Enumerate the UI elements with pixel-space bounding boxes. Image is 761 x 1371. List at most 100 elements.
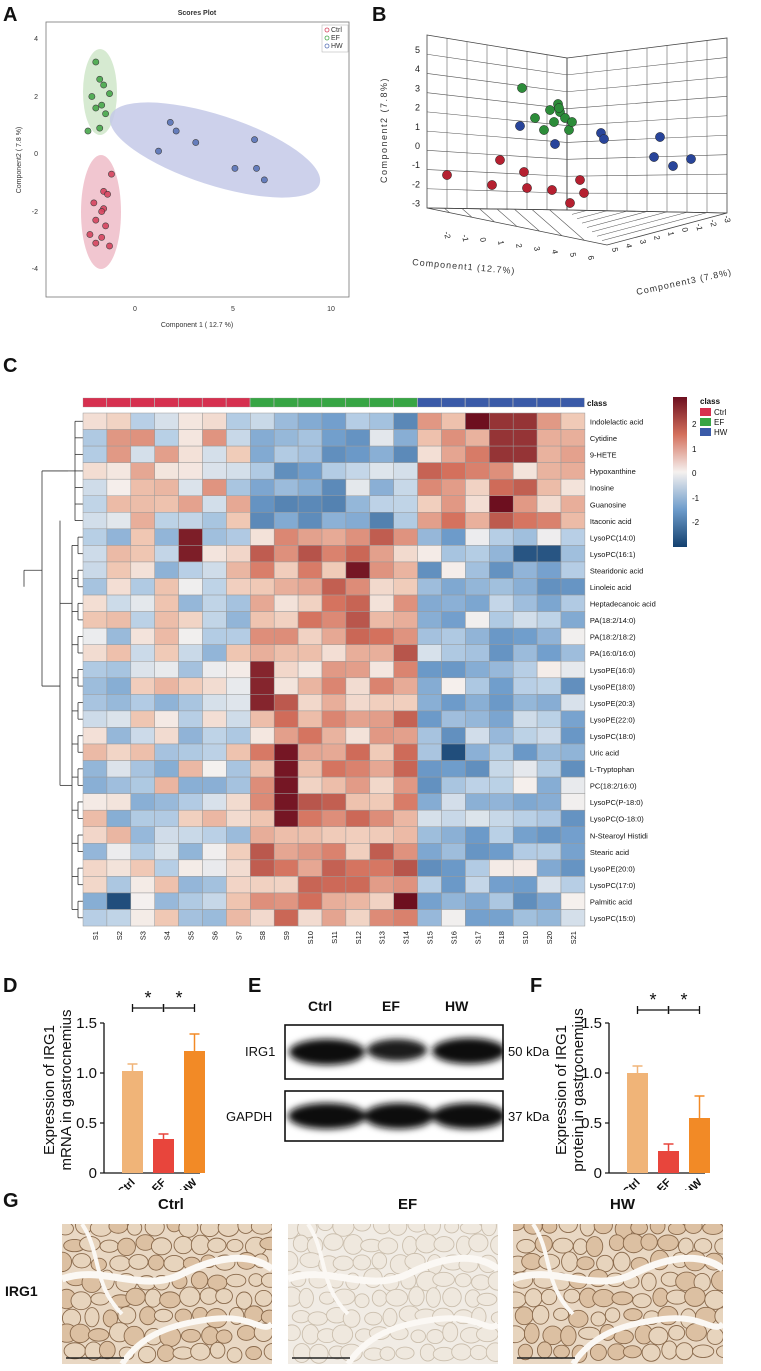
heatmap-cell: [226, 445, 251, 463]
heatmap-cell: [441, 578, 466, 596]
heatmap-cell: [154, 611, 179, 629]
category-label: Ctrl: [621, 1177, 643, 1190]
heatmap-cell: [202, 578, 227, 596]
heatmap-cell: [82, 892, 108, 910]
heatmap-cell: [560, 876, 586, 894]
heatmap-cell: [489, 892, 514, 910]
heatmap-cell: [536, 776, 562, 794]
heatmap-cell: [273, 677, 299, 695]
heatmap-cell: [202, 859, 227, 877]
class-bar-cell: [106, 397, 131, 408]
heatmap-cell: [512, 826, 538, 844]
muscle-fiber: [144, 1288, 162, 1308]
heatmap-cell: [82, 445, 108, 463]
muscle-fiber: [144, 1224, 165, 1237]
muscle-fiber: [109, 1255, 131, 1272]
heatmap-cell: [226, 528, 251, 546]
scores-y-label: Component2 ( 7.8 %): [16, 127, 23, 194]
muscle-fiber: [558, 1224, 578, 1234]
heatmap-cell: [130, 694, 155, 712]
heatmap-cell: [536, 495, 562, 513]
y-tick-label: 0: [594, 1165, 602, 1182]
heatmap-cell: [82, 859, 108, 877]
x-tick-3d: 1: [496, 240, 506, 246]
heatmap-cell: [393, 445, 418, 463]
heatmap-cell: [273, 710, 299, 728]
grid-line: [566, 76, 728, 93]
heatmap-cell: [106, 644, 132, 662]
heatmap-cell: [465, 644, 490, 662]
heatmap-cell: [321, 826, 347, 844]
heatmap-cell: [536, 478, 562, 496]
connective-tissue: [513, 1254, 723, 1285]
heatmap-cell: [154, 495, 179, 513]
bar-ef: [153, 1139, 174, 1173]
score-point-3d: [519, 167, 529, 177]
y-tick-3d: -3: [412, 199, 420, 209]
connective-tissue: [531, 1224, 575, 1316]
grid-line: [461, 208, 473, 218]
z-tick-3d: 1: [666, 231, 676, 237]
significance-star: *: [175, 990, 182, 1008]
heatmap-cell: [536, 809, 562, 828]
heatmap-cell: [417, 892, 442, 910]
heatmap-cell: [512, 843, 538, 861]
heatmap-cell: [321, 412, 347, 430]
heatmap-cell: [393, 843, 418, 861]
heatmap-cell: [297, 478, 323, 496]
heatmap-cell: [226, 611, 251, 629]
heatmap-cell: [106, 876, 132, 894]
heatmap-cell: [154, 661, 179, 679]
score-point-ctrl: [92, 216, 100, 224]
muscle-fiber: [459, 1224, 483, 1235]
heatmap-cell: [536, 876, 562, 894]
heatmap-cell: [417, 809, 442, 828]
score-point-3d: [517, 83, 527, 93]
muscle-fiber: [704, 1289, 723, 1310]
heatmap-cell: [393, 429, 418, 447]
heatmap-cell: [441, 561, 466, 579]
heatmap-cell: [393, 611, 418, 629]
heatmap-cell: [250, 727, 275, 745]
x-tick-3d: 6: [586, 255, 596, 261]
heatmap-cell: [178, 478, 203, 496]
muscle-fiber: [63, 1342, 87, 1360]
heatmap-cell: [441, 743, 466, 761]
heatmap-cell: [106, 611, 132, 629]
heatmap-cell: [417, 859, 442, 877]
score-point-3d: [442, 170, 452, 180]
heatmap-cell: [345, 578, 371, 596]
heatmap-cell: [178, 412, 203, 430]
muscle-fiber: [173, 1235, 193, 1255]
heatmap-cell: [82, 561, 108, 579]
heatmap-cell: [82, 462, 108, 480]
score-point-ef: [88, 93, 96, 100]
muscle-fiber: [536, 1341, 553, 1359]
muscle-fiber: [331, 1324, 354, 1345]
heatmap-cell: [82, 545, 108, 563]
heatmap-cell: [202, 892, 227, 910]
blot-size-gapdh: 37 kDa: [508, 1109, 550, 1124]
muscle-fiber: [353, 1224, 372, 1232]
panel-letter-g: G: [3, 1190, 19, 1212]
heatmap-cell: [82, 694, 108, 712]
heatmap-cell: [297, 462, 323, 480]
heatmap-cell: [345, 512, 371, 530]
score-point-3d: [530, 113, 540, 123]
heatmap-cell: [560, 495, 586, 513]
heatmap-cell: [130, 727, 155, 745]
heatmap-cell: [536, 677, 562, 695]
score-point-ef: [96, 75, 104, 83]
heatmap-cell: [273, 462, 299, 480]
heatmap-cell: [560, 478, 586, 496]
heatmap-cell: [273, 760, 299, 778]
y-tick-3d: 4: [415, 64, 420, 74]
heatmap-cell: [560, 644, 586, 662]
heatmap-cell: [250, 512, 275, 530]
grid-line: [426, 111, 568, 126]
muscle-fiber: [641, 1272, 657, 1292]
muscle-fiber: [561, 1251, 578, 1272]
muscle-fiber: [226, 1347, 243, 1363]
heatmap-cell: [130, 826, 155, 844]
heatmap-cell: [130, 909, 155, 927]
